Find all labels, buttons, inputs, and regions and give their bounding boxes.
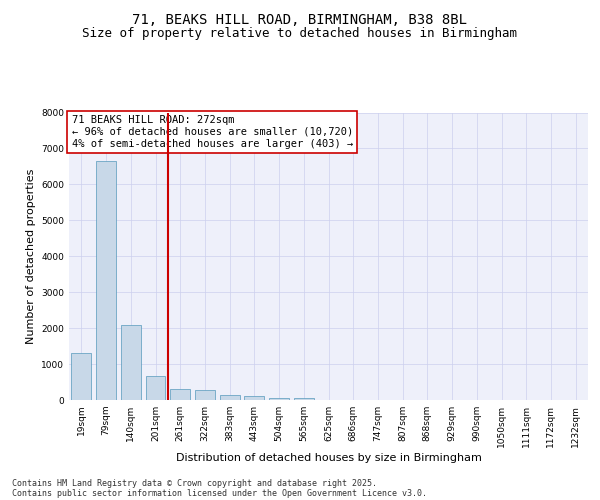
- Bar: [121, 324, 140, 400]
- Text: 71 BEAKS HILL ROAD: 272sqm
← 96% of detached houses are smaller (10,720)
4% of s: 71 BEAKS HILL ROAD: 272sqm ← 96% of deta…: [71, 116, 353, 148]
- Bar: [294, 398, 314, 400]
- X-axis label: Distribution of detached houses by size in Birmingham: Distribution of detached houses by size …: [176, 452, 481, 462]
- Text: Contains public sector information licensed under the Open Government Licence v3: Contains public sector information licen…: [12, 488, 427, 498]
- Bar: [71, 354, 91, 400]
- Bar: [220, 395, 239, 400]
- Text: Size of property relative to detached houses in Birmingham: Size of property relative to detached ho…: [83, 28, 517, 40]
- Text: 71, BEAKS HILL ROAD, BIRMINGHAM, B38 8BL: 71, BEAKS HILL ROAD, BIRMINGHAM, B38 8BL: [133, 12, 467, 26]
- Bar: [170, 389, 190, 400]
- Bar: [96, 161, 116, 400]
- Bar: [244, 396, 264, 400]
- Bar: [269, 398, 289, 400]
- Y-axis label: Number of detached properties: Number of detached properties: [26, 168, 35, 344]
- Bar: [195, 390, 215, 400]
- Bar: [146, 376, 166, 400]
- Text: Contains HM Land Registry data © Crown copyright and database right 2025.: Contains HM Land Registry data © Crown c…: [12, 478, 377, 488]
